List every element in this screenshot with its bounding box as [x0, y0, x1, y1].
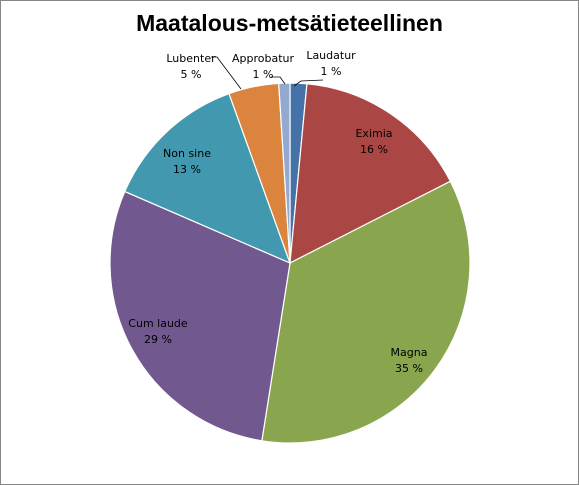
pie-slice-magna — [261, 180, 471, 444]
chart-title: Maatalous-metsätieteellinen — [136, 10, 443, 36]
data-label-name: Laudatur — [306, 49, 356, 62]
data-label-value: 16 % — [360, 143, 388, 156]
pie-slice-cum-laude — [109, 190, 291, 442]
data-label-name: Non sine — [163, 147, 211, 160]
data-label-name: Cum laude — [128, 317, 188, 330]
leader-line-laudatur — [293, 79, 324, 87]
data-label-value: 13 % — [173, 163, 201, 176]
data-label-magna: Magna 35 % — [391, 346, 428, 375]
data-label-lubenter: Lubenter 5 % — [166, 52, 216, 81]
pie-slice-non-sine — [124, 92, 292, 265]
data-label-value: 5 % — [181, 68, 202, 81]
data-label-name: Approbatur — [232, 52, 295, 65]
data-label-eximia: Eximia 16 % — [355, 127, 392, 156]
data-label-value: 1 % — [321, 65, 342, 78]
data-label-value: 1 % — [253, 68, 274, 81]
data-label-cum-laude: Cum laude 29 % — [128, 317, 188, 346]
data-label-value: 29 % — [144, 333, 172, 346]
data-label-non-sine: Non sine 13 % — [163, 147, 211, 176]
data-label-name: Magna — [391, 346, 428, 359]
data-label-laudatur: Laudatur 1 % — [306, 49, 356, 78]
pie-slice-eximia — [289, 83, 452, 265]
data-label-name: Eximia — [355, 127, 392, 140]
leader-line-lubenter — [211, 56, 242, 90]
data-label-value: 35 % — [395, 362, 423, 375]
data-label-approbatur: Approbatur 1 % — [232, 52, 295, 81]
leader-line-approbatur — [271, 76, 286, 85]
data-label-name: Lubenter — [166, 52, 216, 65]
